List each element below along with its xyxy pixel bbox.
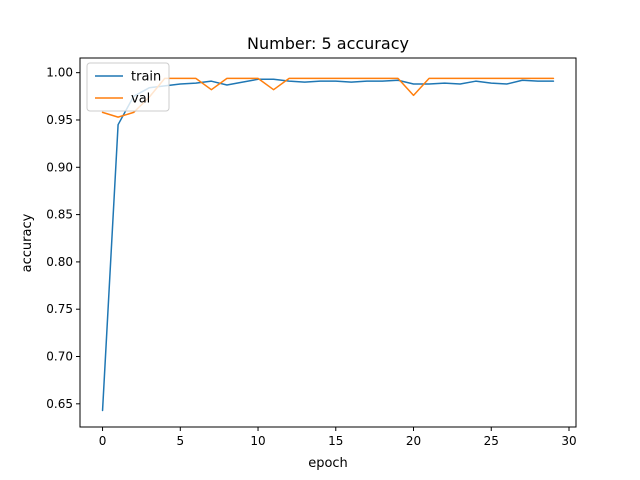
chart-legend: train val (86, 62, 170, 112)
y-axis-ticks: 0.65 0.70 0.75 0.80 0.85 0.90 0.95 1.00 (46, 66, 80, 411)
axes-frame (79, 57, 577, 428)
y-tick-label: 0.95 (46, 113, 73, 127)
y-tick-label: 0.65 (46, 397, 73, 411)
x-tick-label: 20 (406, 434, 421, 448)
x-tick-label: 25 (484, 434, 499, 448)
y-tick-label: 0.75 (46, 302, 73, 316)
y-tick-label: 0.85 (46, 208, 73, 222)
y-tick-label: 1.00 (46, 66, 73, 80)
x-tick-label: 0 (99, 434, 107, 448)
y-tick-label: 0.90 (46, 160, 73, 174)
y-tick-label: 0.70 (46, 350, 73, 364)
y-axis-label: accuracy (20, 213, 35, 272)
series-train (101, 78, 555, 412)
x-tick-label: 15 (328, 434, 343, 448)
series-val (101, 77, 555, 118)
legend-label-train: train (131, 70, 161, 85)
x-tick-label: 5 (176, 434, 184, 448)
series-line-train (101, 78, 555, 412)
x-tick-label: 10 (250, 434, 265, 448)
series-line-val (101, 77, 555, 118)
x-tick-label: 30 (561, 434, 576, 448)
legend-box (86, 62, 170, 112)
x-axis-label: epoch (308, 456, 348, 471)
x-axis-ticks: 0 5 10 15 20 25 30 (99, 427, 577, 448)
legend-label-val: val (131, 92, 150, 107)
plot-lines (101, 77, 555, 412)
chart-title: Number: 5 accuracy (247, 34, 409, 53)
y-tick-label: 0.80 (46, 255, 73, 269)
